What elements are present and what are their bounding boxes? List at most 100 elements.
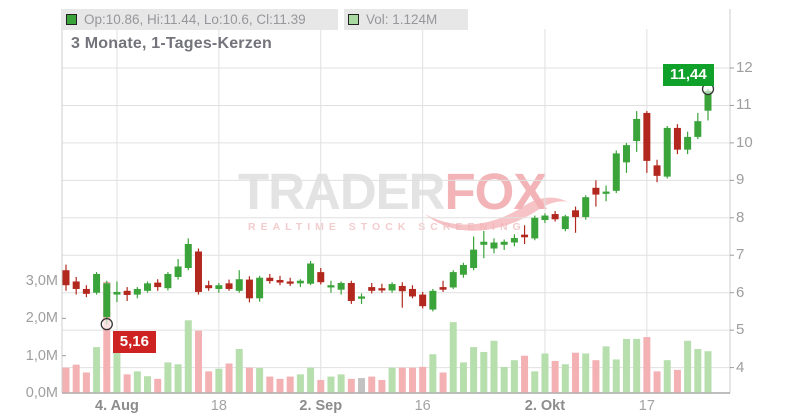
candle-body — [103, 283, 111, 318]
candle-body — [235, 279, 243, 291]
volume-legend: Vol: 1.124M — [344, 9, 468, 30]
candle-body — [215, 285, 223, 289]
volume-bar — [592, 360, 600, 393]
candle-body — [205, 285, 213, 289]
candle-body — [480, 241, 488, 245]
volume-bar — [582, 353, 590, 393]
candle-body — [286, 281, 294, 284]
volume-bar — [419, 366, 427, 393]
candle-body — [663, 127, 671, 177]
volume-bar — [82, 372, 90, 393]
volume-bar — [643, 337, 651, 393]
volume-bar — [449, 322, 457, 393]
candle-body — [510, 238, 518, 243]
candle-body — [225, 283, 233, 289]
candle-body — [123, 290, 131, 295]
volume-axis-label: 2,0M — [25, 310, 58, 327]
volume-bar — [154, 378, 162, 393]
candle-body — [113, 291, 121, 295]
candle-body — [439, 287, 447, 290]
candle-body — [276, 279, 284, 283]
candle-body — [694, 121, 702, 137]
volume-bar — [704, 351, 712, 393]
volume-legend-label: Vol: 1.124M — [366, 12, 438, 27]
candle-body — [296, 280, 304, 284]
chart-title: 3 Monate, 1-Tages-Kerzen — [71, 35, 272, 52]
volume-bar — [490, 340, 498, 393]
candle-body — [266, 277, 274, 282]
candle-body — [643, 112, 651, 161]
volume-bar — [429, 354, 437, 393]
candle-body — [154, 282, 162, 288]
candle-body — [521, 234, 529, 238]
volume-bar — [103, 281, 111, 393]
volume-bar — [72, 364, 80, 393]
date-axis-label: 16 — [414, 398, 431, 414]
fox-tail-swoosh-icon — [425, 197, 568, 231]
candle-body — [490, 242, 498, 249]
candle-body — [673, 127, 681, 150]
candle-body — [653, 165, 661, 176]
price-axis-label: 9 — [736, 171, 745, 189]
volume-bar — [653, 371, 661, 393]
volume-bar — [541, 353, 549, 393]
volume-bar — [225, 363, 233, 393]
volume-axis-label: 0,0M — [25, 385, 58, 401]
volume-bar — [184, 320, 192, 393]
candle-body — [470, 249, 478, 268]
candle-body — [398, 285, 406, 292]
candle-body — [684, 136, 692, 150]
candle-body — [592, 187, 600, 195]
traderfox-logo-text: TRADERFOX — [238, 166, 558, 217]
watermark-brand-gray: TRADER — [238, 163, 445, 220]
volume-axis-label: 1,0M — [25, 347, 58, 364]
volume-axis-label: 3,0M — [25, 273, 58, 290]
candle-body — [327, 285, 335, 288]
candle-color-swatch-icon — [66, 14, 77, 25]
volume-color-swatch-icon — [348, 14, 359, 25]
volume-bar — [307, 367, 315, 393]
volume-bar — [296, 374, 304, 393]
price-axis-label: 4 — [736, 358, 745, 376]
volume-bar — [388, 367, 396, 393]
high-price-badge: 11,44 — [663, 63, 714, 86]
candle-body — [317, 272, 325, 283]
volume-bar — [144, 376, 152, 393]
volume-bar — [266, 376, 274, 393]
candle-body — [622, 145, 630, 163]
volume-bar — [673, 369, 681, 393]
volume-bar — [612, 359, 620, 393]
volume-bar — [164, 362, 172, 393]
candle-body — [408, 288, 416, 297]
candle-body — [561, 216, 569, 230]
volume-bar — [215, 368, 223, 393]
volume-bar — [521, 355, 529, 393]
price-axis-label: 7 — [736, 246, 745, 264]
candle-body — [133, 288, 141, 295]
volume-bar — [561, 364, 569, 393]
price-axis-label: 8 — [736, 208, 745, 226]
volume-bar — [531, 371, 539, 393]
volume-bar — [378, 379, 386, 393]
candle-body — [307, 263, 315, 284]
traderfox-watermark: TRADERFOX REALTIME STOCK SCREENING — [238, 166, 568, 233]
candle-body — [582, 197, 590, 218]
volume-bar — [205, 371, 213, 393]
price-marker-ring — [100, 318, 113, 331]
date-axis-label: 2. Sep — [299, 398, 343, 414]
volume-bar — [194, 330, 202, 393]
candle-body — [449, 272, 457, 288]
volume-bar — [317, 379, 325, 393]
volume-bar — [62, 367, 70, 393]
volume-bar — [347, 378, 355, 393]
candle-body — [256, 277, 264, 299]
candle-body — [378, 288, 386, 291]
candle-body — [184, 244, 192, 268]
volume-bar — [684, 340, 692, 393]
price-axis-label: 11 — [736, 96, 752, 114]
volume-bar — [572, 352, 580, 393]
candle-body — [347, 282, 355, 301]
volume-bar — [398, 367, 406, 393]
